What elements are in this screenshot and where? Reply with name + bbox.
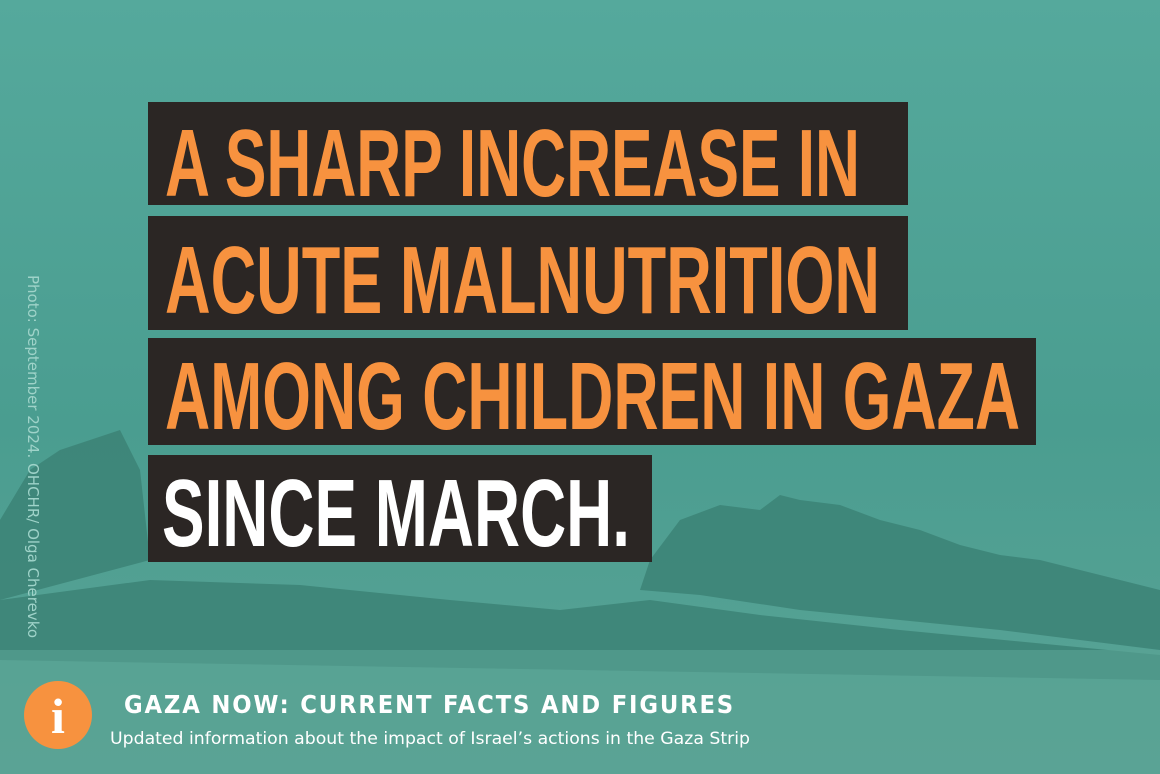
headline-box — [148, 338, 1036, 445]
ground — [0, 650, 1160, 774]
footer-title: GAZA NOW: CURRENT FACTS AND FIGURES — [124, 690, 735, 719]
photo-credit: Photo: September 2024. OHCHR/ Olga Chere… — [24, 275, 42, 638]
headline-line: A SHARP INCREASE IN — [165, 110, 860, 217]
headline-box — [148, 216, 908, 330]
headline-box — [148, 102, 908, 205]
headline-line: AMONG CHILDREN IN GAZA — [165, 343, 1020, 450]
info-icon-letter: i — [51, 688, 65, 744]
footer-subtitle: Updated information about the impact of … — [110, 729, 750, 749]
info-icon — [24, 681, 92, 749]
headline-box — [148, 455, 652, 562]
headline-line: SINCE MARCH. — [162, 460, 630, 567]
headline-line: ACUTE MALNUTRITION — [165, 227, 880, 334]
